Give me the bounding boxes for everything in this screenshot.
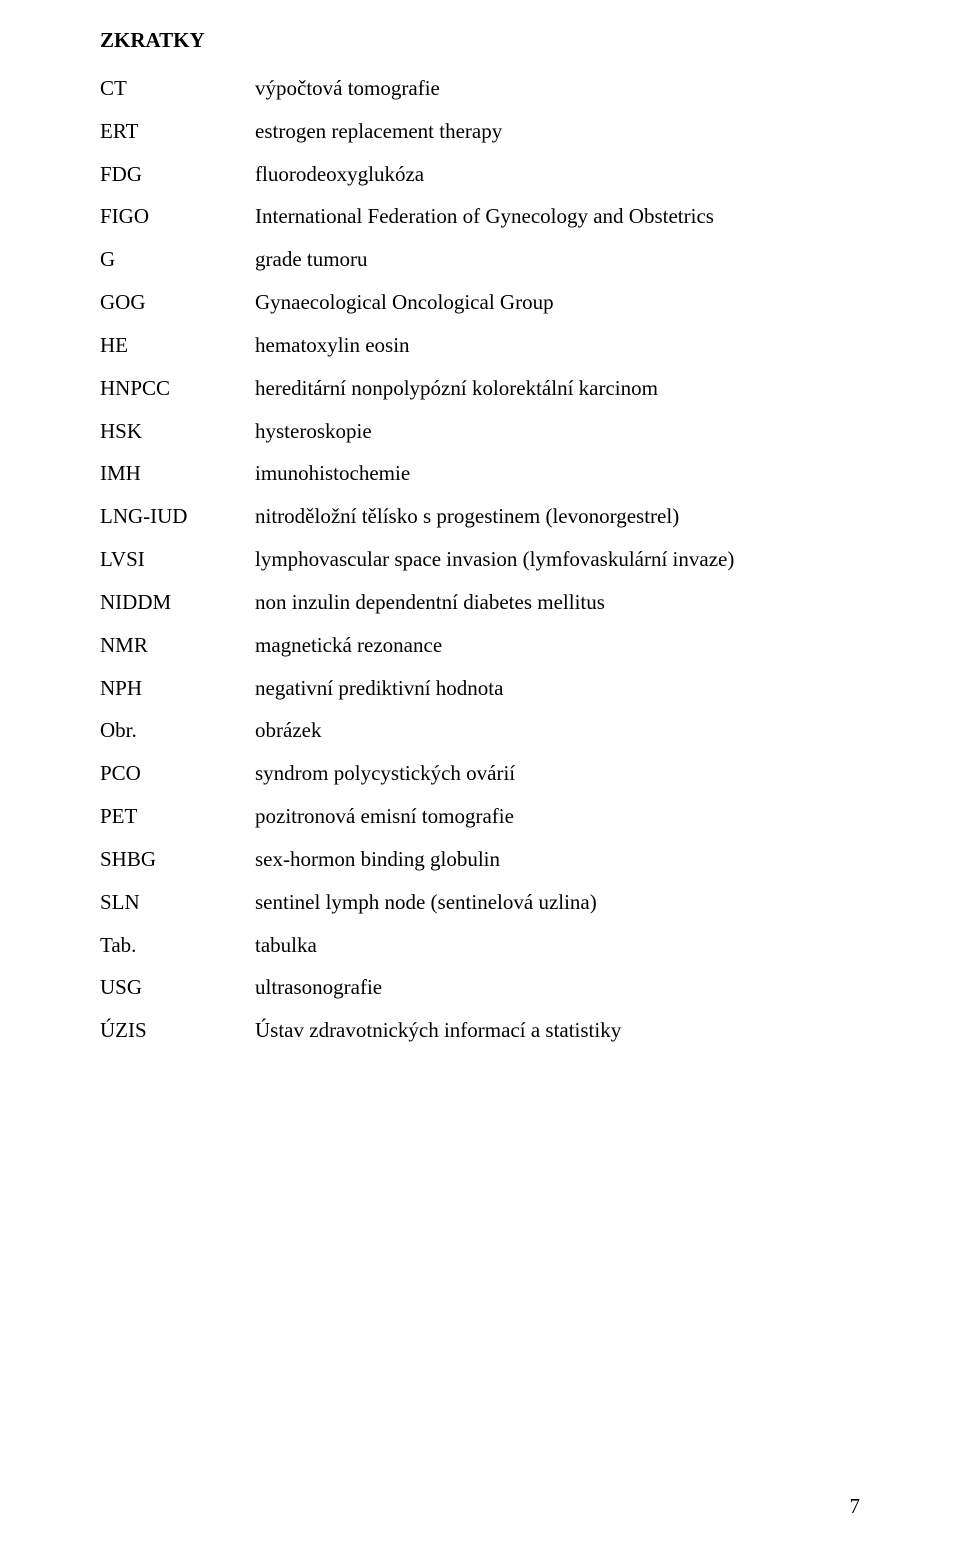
abbreviation-definition: negativní prediktivní hodnota (255, 667, 860, 710)
abbreviation-term: LVSI (100, 538, 255, 581)
abbreviation-row: HEhematoxylin eosin (100, 324, 860, 367)
abbreviation-definition: hysteroskopie (255, 410, 860, 453)
abbreviation-row: USGultrasonografie (100, 966, 860, 1009)
abbreviation-definition: magnetická rezonance (255, 624, 860, 667)
page-number: 7 (850, 1494, 861, 1519)
abbreviation-definition: pozitronová emisní tomografie (255, 795, 860, 838)
abbreviation-definition: estrogen replacement therapy (255, 110, 860, 153)
abbreviation-definition: obrázek (255, 709, 860, 752)
abbreviation-row: FDGfluorodeoxyglukóza (100, 153, 860, 196)
abbreviation-row: Ggrade tumoru (100, 238, 860, 281)
abbreviation-term: NIDDM (100, 581, 255, 624)
abbreviation-definition: fluorodeoxyglukóza (255, 153, 860, 196)
abbreviation-definition: Gynaecological Oncological Group (255, 281, 860, 324)
abbreviation-row: NIDDMnon inzulin dependentní diabetes me… (100, 581, 860, 624)
abbreviation-row: NPHnegativní prediktivní hodnota (100, 667, 860, 710)
abbreviation-term: SHBG (100, 838, 255, 881)
abbreviation-term: IMH (100, 452, 255, 495)
abbreviation-term: G (100, 238, 255, 281)
abbreviation-term: FDG (100, 153, 255, 196)
abbreviation-row: GOGGynaecological Oncological Group (100, 281, 860, 324)
abbreviation-row: Tab.tabulka (100, 924, 860, 967)
abbreviation-definition: International Federation of Gynecology a… (255, 195, 860, 238)
abbreviation-definition: nitroděložní tělísko s progestinem (levo… (255, 495, 860, 538)
abbreviation-definition: syndrom polycystických ovárií (255, 752, 860, 795)
abbreviation-definition: výpočtová tomografie (255, 67, 860, 110)
abbreviation-term: HE (100, 324, 255, 367)
abbreviation-list: CTvýpočtová tomografieERTestrogen replac… (100, 67, 860, 1052)
abbreviation-definition: Ústav zdravotnických informací a statist… (255, 1009, 860, 1052)
abbreviation-term: FIGO (100, 195, 255, 238)
abbreviation-term: ÚZIS (100, 1009, 255, 1052)
abbreviation-term: USG (100, 966, 255, 1009)
abbreviation-definition: sentinel lymph node (sentinelová uzlina) (255, 881, 860, 924)
abbreviation-row: HSKhysteroskopie (100, 410, 860, 453)
abbreviation-definition: ultrasonografie (255, 966, 860, 1009)
abbreviation-definition: hematoxylin eosin (255, 324, 860, 367)
abbreviation-term: SLN (100, 881, 255, 924)
document-page: ZKRATKY CTvýpočtová tomografieERTestroge… (0, 0, 960, 1565)
abbreviation-term: HNPCC (100, 367, 255, 410)
abbreviation-row: LNG-IUDnitroděložní tělísko s progestine… (100, 495, 860, 538)
abbreviation-row: NMRmagnetická rezonance (100, 624, 860, 667)
abbreviation-term: Obr. (100, 709, 255, 752)
abbreviation-row: IMHimunohistochemie (100, 452, 860, 495)
abbreviation-row: SHBGsex-hormon binding globulin (100, 838, 860, 881)
abbreviation-row: LVSIlymphovascular space invasion (lymfo… (100, 538, 860, 581)
abbreviation-row: SLNsentinel lymph node (sentinelová uzli… (100, 881, 860, 924)
page-heading: ZKRATKY (100, 28, 860, 53)
abbreviation-row: CTvýpočtová tomografie (100, 67, 860, 110)
abbreviation-row: PETpozitronová emisní tomografie (100, 795, 860, 838)
abbreviation-term: CT (100, 67, 255, 110)
abbreviation-term: GOG (100, 281, 255, 324)
abbreviation-term: PET (100, 795, 255, 838)
abbreviation-term: NMR (100, 624, 255, 667)
abbreviation-definition: non inzulin dependentní diabetes mellitu… (255, 581, 860, 624)
abbreviation-term: NPH (100, 667, 255, 710)
abbreviation-definition: grade tumoru (255, 238, 860, 281)
abbreviation-row: ÚZISÚstav zdravotnických informací a sta… (100, 1009, 860, 1052)
abbreviation-row: HNPCChereditární nonpolypózní kolorektál… (100, 367, 860, 410)
abbreviation-term: LNG-IUD (100, 495, 255, 538)
abbreviation-definition: sex-hormon binding globulin (255, 838, 860, 881)
abbreviation-term: PCO (100, 752, 255, 795)
abbreviation-definition: tabulka (255, 924, 860, 967)
abbreviation-definition: imunohistochemie (255, 452, 860, 495)
abbreviation-definition: lymphovascular space invasion (lymfovask… (255, 538, 860, 581)
abbreviation-term: Tab. (100, 924, 255, 967)
abbreviation-term: HSK (100, 410, 255, 453)
abbreviation-definition: hereditární nonpolypózní kolorektální ka… (255, 367, 860, 410)
abbreviation-row: Obr.obrázek (100, 709, 860, 752)
abbreviation-row: ERTestrogen replacement therapy (100, 110, 860, 153)
abbreviation-row: PCOsyndrom polycystických ovárií (100, 752, 860, 795)
abbreviation-term: ERT (100, 110, 255, 153)
abbreviation-row: FIGOInternational Federation of Gynecolo… (100, 195, 860, 238)
